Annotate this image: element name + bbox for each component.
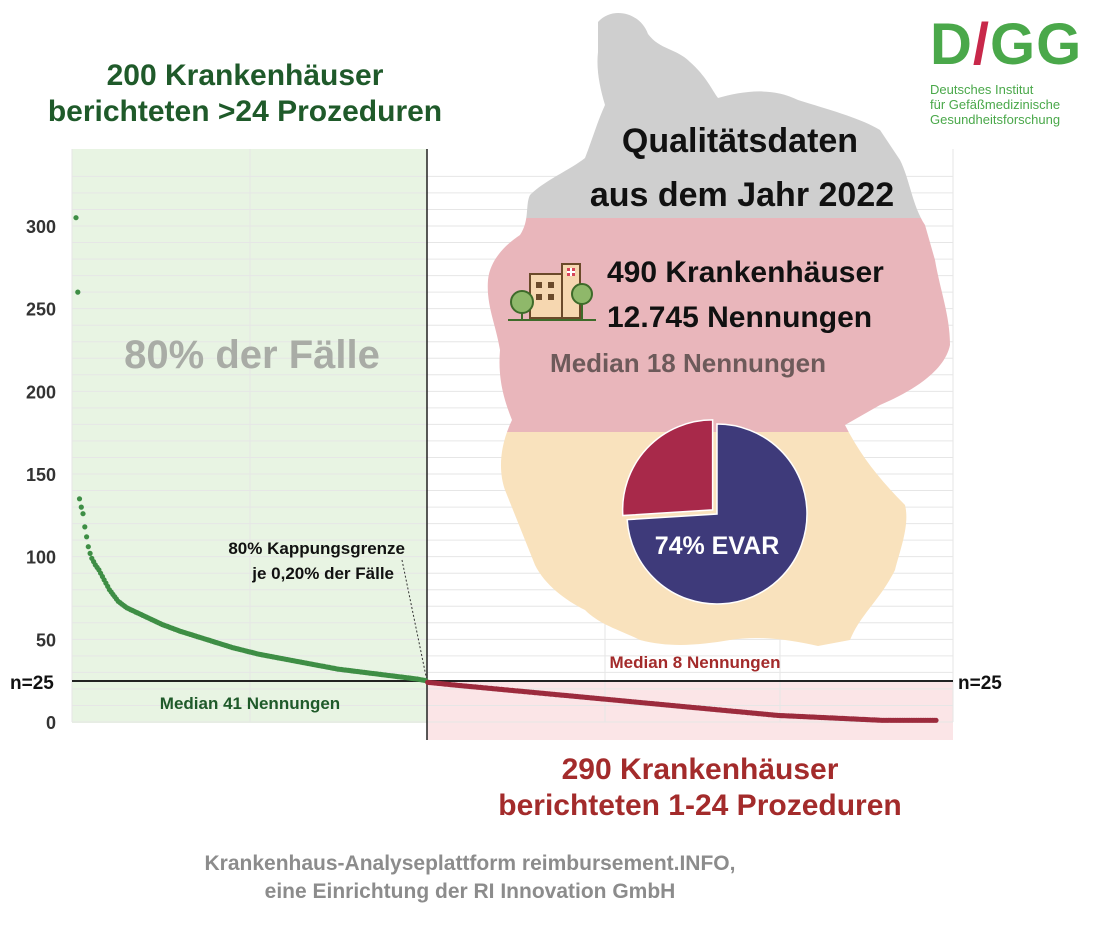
logo-line1: Deutsches Institut (930, 82, 1034, 97)
y-tick-label: 200 (26, 382, 56, 402)
point-under-threshold (933, 717, 939, 723)
point-over-threshold (73, 215, 79, 221)
point-over-threshold (80, 511, 86, 517)
info-title-line1: Qualitätsdaten (622, 122, 858, 160)
cap-pointer-line (401, 559, 428, 682)
source-line1: Krankenhaus-Analyseplattform reimburseme… (204, 852, 736, 875)
y-tick-label: 100 (26, 548, 56, 568)
red-title-line1: 290 Krankenhäuser (561, 753, 839, 786)
red-title-line2: berichteten 1-24 Prozeduren (498, 789, 902, 822)
logo-slash: / (972, 12, 991, 77)
point-over-threshold (85, 544, 91, 550)
info-mentions: 12.745 Nennungen (607, 301, 872, 334)
cap-label-line2: je 0,20% der Fälle (251, 564, 394, 583)
share-label: 80% der Fälle (124, 333, 380, 377)
info-median: Median 18 Nennungen (550, 348, 826, 378)
red-title: 290 Krankenhäuser berichteten 1-24 Proze… (440, 752, 960, 824)
point-over-threshold (84, 534, 90, 540)
pie-label: 74% EVAR (655, 532, 780, 560)
logo-line2: für Gefäßmedizinische (930, 97, 1061, 112)
digg-logo: D/GG Deutsches Institut für Gefäßmedizin… (930, 16, 1100, 128)
point-over-threshold (76, 496, 83, 502)
point-over-threshold (78, 504, 84, 510)
point-over-threshold (75, 289, 81, 295)
source-note: Krankenhaus-Analyseplattform reimburseme… (60, 850, 880, 906)
y-tick-label: 0 (46, 713, 56, 733)
pie-chart: 74% EVAR (621, 419, 808, 605)
hospital-building-icon (508, 263, 596, 321)
median-right-label: Median 8 Nennungen (610, 653, 781, 672)
logo-letters: D/GG (930, 16, 1100, 74)
pie-slice-other (621, 419, 714, 517)
green-title-line1: 200 Krankenhäuser (106, 59, 384, 92)
y-tick-label: 250 (26, 300, 56, 320)
logo-gg: GG (990, 12, 1083, 77)
green-title: 200 Krankenhäuser berichteten >24 Prozed… (0, 58, 490, 130)
threshold-right-label: n=25 (958, 673, 1002, 694)
info-title-line2: aus dem Jahr 2022 (590, 176, 894, 214)
green-title-line2: berichteten >24 Prozeduren (47, 95, 443, 128)
median-left-label: Median 41 Nennungen (160, 694, 340, 713)
scatter-points (73, 215, 939, 723)
source-line2: eine Einrichtung der RI Innovation GmbH (264, 880, 676, 903)
y-tick-label: 50 (36, 630, 56, 650)
y-tick-label: 150 (26, 465, 56, 485)
point-over-threshold (87, 550, 93, 557)
cap-label-line1: 80% Kappungsgrenze (228, 539, 405, 558)
info-hospitals: 490 Krankenhäuser (607, 256, 884, 289)
y-axis-ticks: 0 50 100 150 200 250 300 (26, 217, 56, 733)
threshold-left-label: n=25 (10, 673, 54, 694)
logo-line3: Gesundheitsforschung (930, 112, 1061, 127)
logo-d: D (930, 12, 973, 77)
y-tick-label: 300 (26, 217, 56, 237)
pie-slice-evar (626, 423, 808, 605)
point-over-threshold (82, 524, 88, 530)
